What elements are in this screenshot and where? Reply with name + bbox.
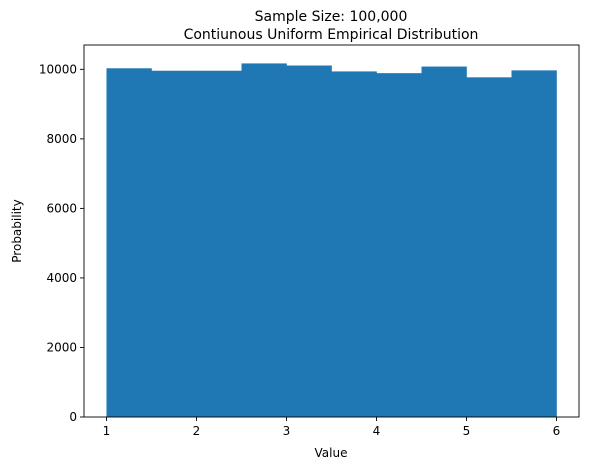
bars-group bbox=[106, 63, 557, 418]
x-axis-label: Value bbox=[315, 446, 348, 460]
y-tick-label: 2000 bbox=[46, 340, 77, 354]
chart-subtitle: Contiunous Uniform Empirical Distributio… bbox=[184, 27, 479, 43]
y-tick-label: 4000 bbox=[46, 271, 77, 285]
x-tick-label: 5 bbox=[463, 424, 471, 438]
histogram-bar bbox=[421, 66, 467, 417]
y-axis-label: Probability bbox=[10, 199, 24, 262]
x-tick-label: 2 bbox=[193, 424, 201, 438]
histogram-bar bbox=[376, 73, 422, 417]
x-axis-ticks: 1 2 3 4 5 6 bbox=[103, 417, 561, 438]
histogram-bar bbox=[106, 68, 152, 417]
x-tick-label: 4 bbox=[373, 424, 381, 438]
y-axis-ticks: 0 2000 4000 6000 8000 10000 bbox=[39, 62, 84, 424]
histogram-bar bbox=[331, 71, 377, 418]
histogram-bar bbox=[241, 63, 287, 417]
chart-title: Sample Size: 100,000 bbox=[255, 9, 408, 25]
x-tick-label: 1 bbox=[103, 424, 111, 438]
histogram-bar bbox=[196, 70, 242, 417]
x-tick-label: 6 bbox=[553, 424, 561, 438]
y-tick-label: 6000 bbox=[46, 201, 77, 215]
histogram-bar bbox=[511, 70, 557, 417]
x-tick-label: 3 bbox=[283, 424, 291, 438]
y-tick-label: 0 bbox=[69, 410, 77, 424]
histogram-bar bbox=[151, 70, 197, 417]
histogram-bar bbox=[466, 77, 512, 418]
y-tick-label: 10000 bbox=[39, 62, 77, 76]
histogram-bar bbox=[286, 65, 332, 417]
plot-frame bbox=[83, 44, 580, 418]
y-tick-label: 8000 bbox=[46, 132, 77, 146]
